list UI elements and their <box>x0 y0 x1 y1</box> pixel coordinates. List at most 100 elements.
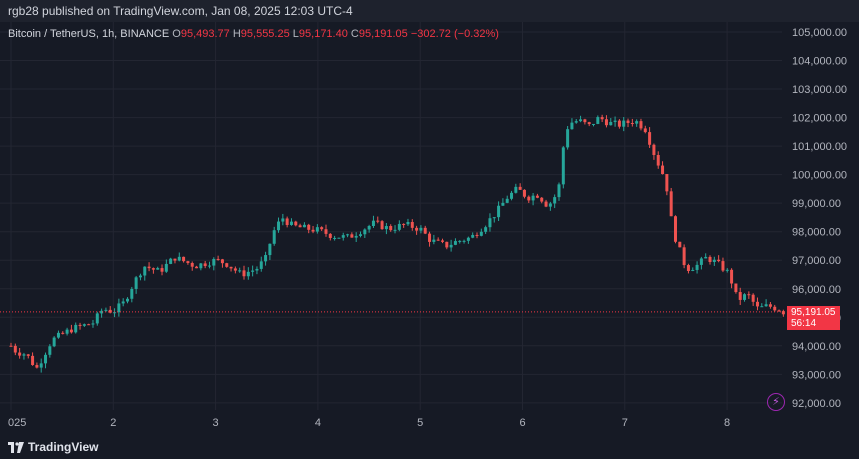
candle-body <box>566 129 570 148</box>
candle-body <box>635 121 639 124</box>
candle-body <box>169 258 173 264</box>
chart-legend[interactable]: Bitcoin / TetherUS, 1h, BINANCE O95,493.… <box>8 28 499 40</box>
lightning-icon[interactable]: ⚡ <box>767 393 785 411</box>
symbol-label[interactable]: Bitcoin / TetherUS, 1h, BINANCE <box>8 28 170 40</box>
candle-body <box>639 121 643 129</box>
footer: TradingView <box>0 436 859 459</box>
candle-body <box>328 233 332 238</box>
candle-body <box>686 265 690 271</box>
candle-body <box>371 220 375 226</box>
candle-body <box>285 218 289 225</box>
candle-body <box>743 294 747 300</box>
bar-countdown: 56:14 <box>791 318 817 329</box>
candle-body <box>376 220 380 222</box>
candle-body <box>173 258 177 261</box>
candle-body <box>751 294 755 302</box>
candle-body <box>65 329 69 334</box>
y-tick-label: 99,000.00 <box>792 198 841 210</box>
candle-body <box>471 234 475 238</box>
tradingview-brand: TradingView <box>28 440 99 454</box>
candle-body <box>501 202 505 206</box>
candle-body <box>26 354 30 356</box>
candle-body <box>225 263 229 267</box>
candle-body <box>113 312 117 314</box>
candle-body <box>453 241 457 245</box>
chart-area[interactable]: 92,000.0093,000.0094,000.0095,000.0096,0… <box>0 22 859 459</box>
candle-body <box>466 237 470 241</box>
candle-body <box>484 227 488 232</box>
candle-body <box>229 266 233 269</box>
candle-body <box>74 324 78 333</box>
candle-body <box>397 223 401 230</box>
candle-body <box>708 256 712 262</box>
candle-body <box>781 311 785 315</box>
candle-body <box>695 264 699 270</box>
y-tick-label: 97,000.00 <box>792 255 841 267</box>
low-value: 95,171.40 <box>298 28 348 40</box>
x-tick-label: 4 <box>315 417 321 429</box>
tradingview-logo-icon <box>8 441 24 453</box>
candle-body <box>100 310 104 314</box>
candle-body <box>596 117 600 124</box>
candle-body <box>479 231 483 236</box>
tradingview-logo[interactable]: TradingView <box>8 440 98 454</box>
candle-body <box>652 144 656 156</box>
candle-body <box>281 218 285 222</box>
candle-body <box>91 323 95 325</box>
candle-body <box>212 258 216 266</box>
candle-body <box>682 247 686 266</box>
candle-body <box>462 240 466 242</box>
candle-body <box>320 227 324 230</box>
candle-body <box>643 128 647 133</box>
close-value: 95,191.05 <box>358 28 408 40</box>
candle-body <box>665 174 669 192</box>
candle-body <box>69 329 73 333</box>
x-tick-label: 7 <box>622 417 628 429</box>
candle-body <box>579 119 583 122</box>
candle-body <box>294 221 298 226</box>
candle-body <box>561 147 565 185</box>
candle-body <box>747 294 751 296</box>
candle-body <box>518 186 522 190</box>
candle-body <box>553 197 557 204</box>
candle-body <box>384 226 388 230</box>
candle-body <box>56 332 60 338</box>
candle-body <box>393 229 397 231</box>
candle-body <box>121 301 125 304</box>
candle-body <box>544 201 548 207</box>
candle-body <box>220 259 224 264</box>
candle-body <box>432 239 436 242</box>
y-tick-label: 92,000.00 <box>792 398 841 410</box>
candle-body <box>246 271 250 277</box>
candle-body <box>151 268 155 270</box>
candle-body <box>488 218 492 228</box>
y-tick-label: 96,000.00 <box>792 284 841 296</box>
candle-body <box>622 120 626 127</box>
open-label: O <box>172 28 181 40</box>
candle-body <box>768 304 772 307</box>
y-tick-label: 104,000.00 <box>792 56 847 68</box>
y-tick-label: 94,000.00 <box>792 341 841 353</box>
candle-body <box>117 303 121 313</box>
candlestick-chart[interactable]: 92,000.0093,000.0094,000.0095,000.0096,0… <box>0 22 859 459</box>
candle-body <box>302 224 306 228</box>
candle-body <box>678 241 682 248</box>
candle-body <box>39 363 43 368</box>
candle-body <box>147 266 151 269</box>
candle-body <box>505 198 509 203</box>
candle-body <box>436 239 440 241</box>
candle-body <box>514 186 518 193</box>
candle-body <box>475 234 479 236</box>
candle-body <box>18 352 22 356</box>
candle-body <box>298 225 302 228</box>
candle-body <box>402 223 406 225</box>
candle-body <box>238 270 242 272</box>
candle-body <box>277 221 281 231</box>
candle-body <box>195 266 199 269</box>
candle-body <box>104 309 108 311</box>
candle-body <box>207 265 211 267</box>
candle-body <box>95 313 99 324</box>
candle-body <box>216 258 220 260</box>
candle-body <box>721 261 725 271</box>
candle-body <box>428 233 432 242</box>
